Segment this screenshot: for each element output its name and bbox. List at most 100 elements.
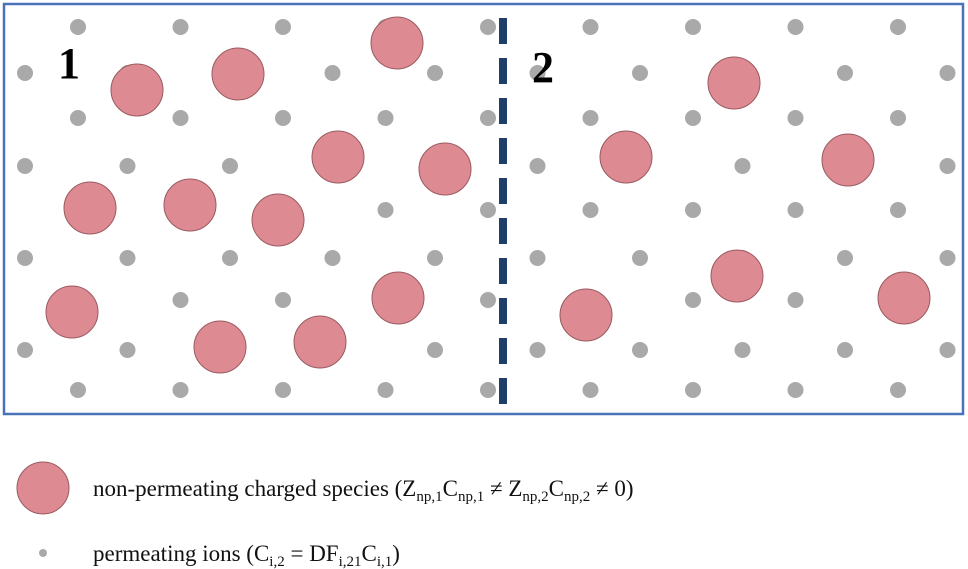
ion-dot [529,250,546,266]
ion-dot [787,382,804,398]
ion-dot [582,202,599,218]
legend-swatch [39,549,47,557]
subscript: np,2 [564,489,590,505]
charged-species [311,130,365,184]
ion-dot [890,202,906,218]
charged-species [418,142,472,196]
charged-species [45,285,99,339]
subscript: i,2 [269,554,284,569]
permeating-ions [17,19,956,398]
ion-dot [529,65,546,81]
ion-dot [632,65,648,81]
ion-dot [172,19,189,35]
charged-species [370,16,424,70]
subscript: i,21 [339,554,362,569]
ion-dot [377,382,394,398]
ion-dot [480,202,496,218]
ion-dot [890,110,906,126]
ion-dot [529,158,546,174]
ion-dot [787,110,804,126]
charged-species [707,56,761,110]
ion-dot [17,158,33,174]
ion-dot [582,19,599,35]
charged-species [211,47,265,101]
ion-dot [222,250,238,266]
compartment-label: 1 [58,39,80,88]
charged-species [710,249,764,303]
ion-dot [427,250,443,266]
text-run: C [443,476,458,501]
ion-dot [275,292,291,308]
text-run: C [362,541,377,566]
charged-species [163,178,217,232]
charged-species [877,271,931,325]
ion-dot [17,342,33,358]
legend-label: non-permeating charged species (Znp,1Cnp… [93,476,634,505]
charged-species [559,288,613,342]
ion-dot [582,110,599,126]
text-run: ) [392,541,400,566]
text-run: non-permeating charged species (Z [93,476,416,501]
text-run: = DF [285,541,339,566]
charged-species [110,63,164,117]
ion-dot [480,292,496,308]
ion-dot [685,382,701,398]
ion-dot [837,65,853,81]
compartment-label: 2 [532,43,554,92]
ion-dot [119,342,136,358]
container-border [2,2,965,416]
ion-dot [119,158,136,174]
ion-dot [632,250,648,266]
charged-species [371,271,425,325]
subscript: np,1 [416,489,442,505]
ion-dot [172,292,189,308]
ion-dot [275,382,291,398]
ion-dot [787,19,804,35]
ion-dot [17,65,33,81]
ion-dot [480,382,496,398]
ion-dot [70,382,86,398]
ion-dot [377,202,394,218]
ion-dot [275,110,291,126]
charged-species [599,130,653,184]
charged-species [193,320,247,374]
ion-dot [529,342,546,358]
ion-dot [685,202,701,218]
ion-dot [890,382,906,398]
ion-dot [324,65,341,81]
ion-dot [582,382,599,398]
ion-dot [70,110,86,126]
ion-dot [939,65,956,81]
ion-dot [939,342,956,358]
ion-dot [427,342,443,358]
ion-dot [685,292,701,308]
ion-dot [172,110,189,126]
ion-dot [377,110,394,126]
ion-dot [787,292,804,308]
ion-dot [275,19,291,35]
legend-label: permeating ions (Ci,2 = DFi,21Ci,1) [93,541,400,569]
legend-swatch [16,461,70,515]
ion-dot [480,19,496,35]
charged-species [293,315,347,369]
ion-dot [837,250,853,266]
ion-dot [939,250,956,266]
ion-dot [632,342,648,358]
ion-dot [17,250,33,266]
ion-dot [70,19,86,35]
subscript: np,2 [522,489,548,505]
ion-dot [427,65,443,81]
subscript: i,1 [377,554,392,569]
ion-dot [890,19,906,35]
ion-dot [119,250,136,266]
text-run: C [549,476,564,501]
ion-dot [172,382,189,398]
text-run: ≠ Z [484,476,522,501]
subscript: np,1 [458,489,484,505]
ion-dot [685,19,701,35]
ion-dot [837,342,853,358]
charged-species [821,133,875,187]
ion-dot [685,110,701,126]
charged-species [251,193,305,247]
